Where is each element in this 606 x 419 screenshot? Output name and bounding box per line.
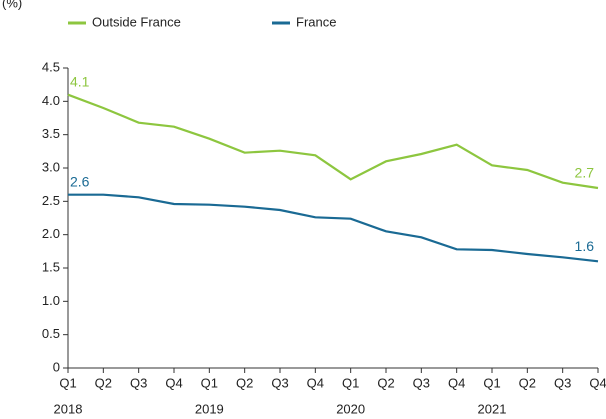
- y-tick-label: 2.0: [42, 226, 60, 241]
- y-tick-label: 4.0: [42, 93, 60, 108]
- x-tick-label: Q1: [59, 375, 76, 390]
- year-label: 2021: [478, 401, 507, 416]
- data-label: 2.7: [575, 165, 595, 181]
- x-tick-label: Q1: [201, 375, 218, 390]
- series-line: [68, 193, 599, 263]
- x-tick-label: Q4: [448, 375, 465, 390]
- y-tick-label: 0: [53, 359, 60, 374]
- year-label: 2018: [54, 401, 83, 416]
- y-tick-label: 3.0: [42, 159, 60, 174]
- x-tick-label: Q3: [130, 375, 147, 390]
- x-tick-label: Q2: [377, 375, 394, 390]
- data-label: 4.1: [70, 73, 90, 89]
- y-tick-label: 1.5: [42, 259, 60, 274]
- year-label: 2020: [336, 401, 365, 416]
- x-tick-label: Q4: [589, 375, 606, 390]
- data-label: 2.6: [70, 173, 90, 189]
- y-tick-label: 2.5: [42, 193, 60, 208]
- x-tick-label: Q3: [413, 375, 430, 390]
- x-tick-label: Q1: [342, 375, 359, 390]
- legend-label: France: [296, 14, 336, 29]
- x-tick-label: Q2: [95, 375, 112, 390]
- legend-label: Outside France: [92, 14, 181, 29]
- unit-label: (%): [2, 0, 22, 10]
- year-label: 2019: [195, 401, 224, 416]
- y-tick-label: 0.5: [42, 326, 60, 341]
- data-label: 1.6: [575, 238, 595, 254]
- y-tick-label: 1.0: [42, 293, 60, 308]
- y-tick-label: 3.5: [42, 126, 60, 141]
- x-tick-label: Q4: [165, 375, 182, 390]
- x-tick-label: Q2: [236, 375, 253, 390]
- x-tick-label: Q3: [271, 375, 288, 390]
- x-tick-label: Q4: [307, 375, 324, 390]
- y-tick-label: 4.5: [42, 59, 60, 74]
- x-tick-label: Q2: [519, 375, 536, 390]
- x-tick-label: Q3: [554, 375, 571, 390]
- x-tick-label: Q1: [483, 375, 500, 390]
- series-line: [67, 93, 599, 190]
